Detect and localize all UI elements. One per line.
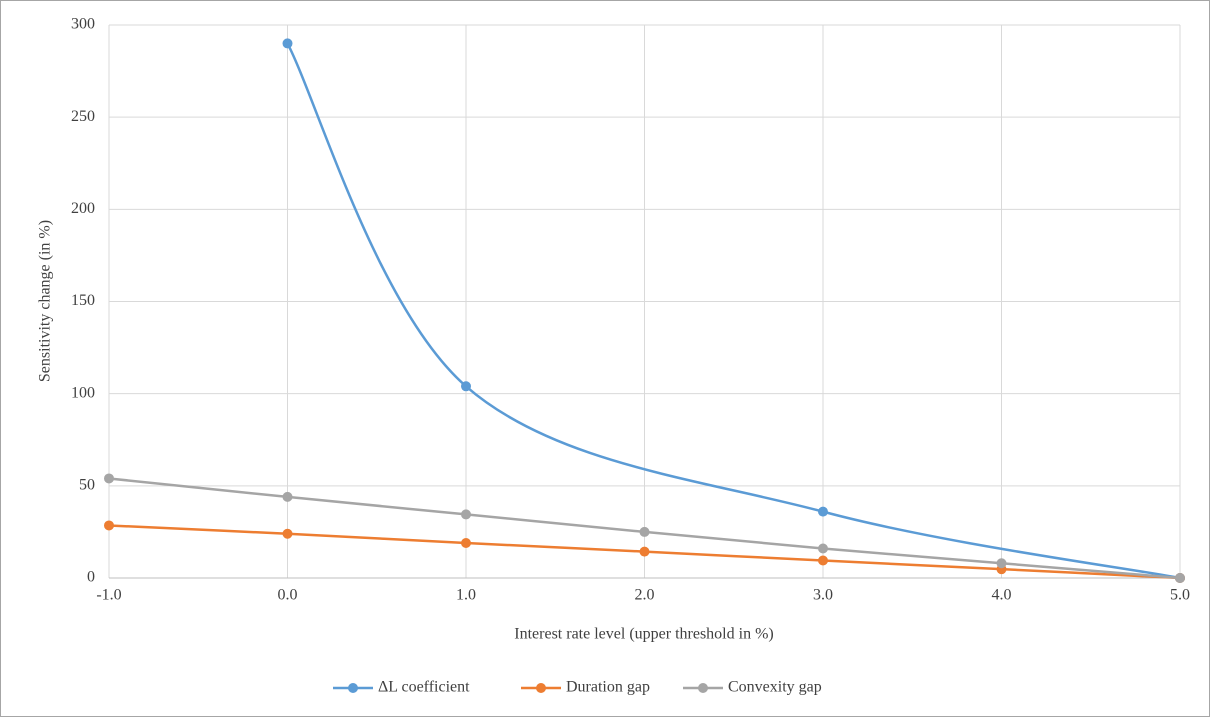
marker xyxy=(1175,573,1185,583)
legend-marker xyxy=(536,683,546,693)
marker xyxy=(461,509,471,520)
legend-marker xyxy=(698,683,708,693)
y-tick-label: 50 xyxy=(79,477,95,494)
x-tick-label: 5.0 xyxy=(1170,587,1190,604)
marker xyxy=(639,546,650,557)
legend-label: Convexity gap xyxy=(728,679,822,696)
marker xyxy=(104,473,114,484)
marker xyxy=(818,543,828,554)
x-axis-label: Interest rate level (upper threshold in … xyxy=(514,626,773,643)
x-tick-label: 0.0 xyxy=(278,587,298,604)
x-tick-label: 3.0 xyxy=(813,587,833,604)
marker xyxy=(639,526,650,537)
y-tick-label: 200 xyxy=(71,200,95,217)
marker xyxy=(282,528,293,539)
x-tick-label: 4.0 xyxy=(992,587,1012,604)
y-tick-label: 0 xyxy=(87,569,95,586)
y-axis-label: Sensitivity change (in %) xyxy=(37,220,54,382)
series-line xyxy=(286,42,1181,580)
x-tick-label: -1.0 xyxy=(96,587,121,604)
legend-marker xyxy=(348,683,358,693)
marker xyxy=(104,520,114,531)
y-tick-label: 300 xyxy=(71,16,95,33)
marker xyxy=(996,558,1007,569)
marker xyxy=(461,381,471,392)
y-tick-label: 100 xyxy=(71,384,95,401)
marker xyxy=(818,555,828,566)
marker xyxy=(461,537,471,548)
y-tick-label: 250 xyxy=(71,108,95,125)
legend-label: Duration gap xyxy=(566,679,650,696)
x-tick-label: 1.0 xyxy=(456,587,476,604)
y-tick-label: 150 xyxy=(71,292,95,309)
marker xyxy=(818,506,828,517)
marker xyxy=(282,38,293,49)
x-tick-label: 2.0 xyxy=(635,587,655,604)
legend-label: ΔL coefficient xyxy=(378,679,470,696)
marker xyxy=(282,491,293,502)
